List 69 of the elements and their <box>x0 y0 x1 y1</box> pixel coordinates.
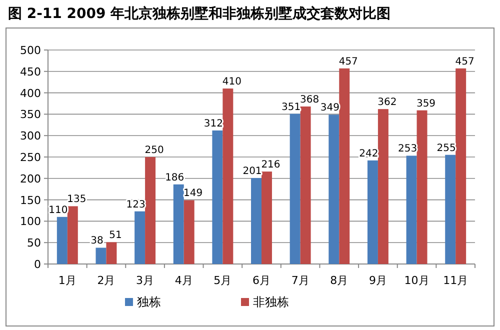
data-label: 201 <box>242 166 262 177</box>
bar <box>445 154 456 264</box>
bar <box>367 160 378 264</box>
legend-label: 独栋 <box>137 295 161 309</box>
x-tick-label: 9月 <box>368 274 387 287</box>
y-tick-label: 200 <box>20 172 41 186</box>
bar <box>378 109 388 264</box>
data-label: 186 <box>165 172 184 184</box>
y-tick-label: 500 <box>20 44 41 57</box>
x-tick-label: 3月 <box>136 274 154 287</box>
data-label: 362 <box>378 97 397 108</box>
y-tick-label: 450 <box>20 65 41 78</box>
x-tick-label: 1月 <box>58 274 76 287</box>
bar <box>416 110 428 264</box>
bar <box>173 184 184 264</box>
y-tick-label: 50 <box>27 236 41 250</box>
bar <box>96 248 106 264</box>
data-label: 368 <box>300 94 320 106</box>
bar <box>290 114 300 264</box>
data-label: 123 <box>126 199 146 210</box>
bar <box>251 178 262 264</box>
bar <box>134 211 146 264</box>
bar <box>67 206 78 264</box>
x-tick-label: 6月 <box>252 274 270 287</box>
data-label: 349 <box>320 102 340 114</box>
bar <box>145 157 156 264</box>
bar <box>300 106 311 264</box>
data-label: 312 <box>204 118 223 130</box>
y-tick-label: 0 <box>34 258 41 271</box>
data-label: 359 <box>416 98 436 110</box>
bar <box>212 130 223 264</box>
y-tick-label: 100 <box>20 215 41 228</box>
y-tick-label: 150 <box>20 194 41 207</box>
data-label: 135 <box>67 194 86 206</box>
data-label: 351 <box>282 102 301 113</box>
data-label: 457 <box>455 56 474 68</box>
data-label: 51 <box>109 230 122 242</box>
data-label: 38 <box>90 236 104 247</box>
bar <box>106 242 117 264</box>
data-label: 457 <box>338 56 358 68</box>
data-label: 149 <box>184 188 203 200</box>
bar <box>184 200 194 264</box>
bar <box>262 172 272 264</box>
x-tick-label: 11月 <box>443 274 468 287</box>
x-tick-label: 7月 <box>291 274 310 287</box>
data-label: 253 <box>398 144 418 155</box>
data-label: 255 <box>436 142 456 154</box>
x-tick-label: 2月 <box>97 274 116 287</box>
data-label: 410 <box>222 76 242 88</box>
y-tick-label: 300 <box>20 130 41 143</box>
y-tick-label: 350 <box>20 108 41 122</box>
data-label: 250 <box>144 145 164 156</box>
bar <box>56 216 68 264</box>
legend-label: 非独栋 <box>253 295 289 309</box>
data-label: 242 <box>359 148 378 160</box>
bar <box>222 88 234 264</box>
x-tick-label: 4月 <box>174 274 193 287</box>
data-label: 110 <box>48 204 68 216</box>
y-tick-label: 400 <box>20 86 41 100</box>
x-tick-label: 10月 <box>404 274 430 287</box>
x-tick-label: 8月 <box>330 274 348 287</box>
data-label: 216 <box>261 160 280 171</box>
bar <box>339 68 350 264</box>
y-tick-label: 250 <box>20 151 41 164</box>
bar <box>456 68 466 264</box>
bar <box>328 114 340 264</box>
x-tick-label: 5月 <box>214 274 232 287</box>
bar <box>406 156 417 264</box>
chart-title: 图 2-11 2009 年北京独栋别墅和非独栋别墅成交套数对比图 <box>8 5 391 22</box>
